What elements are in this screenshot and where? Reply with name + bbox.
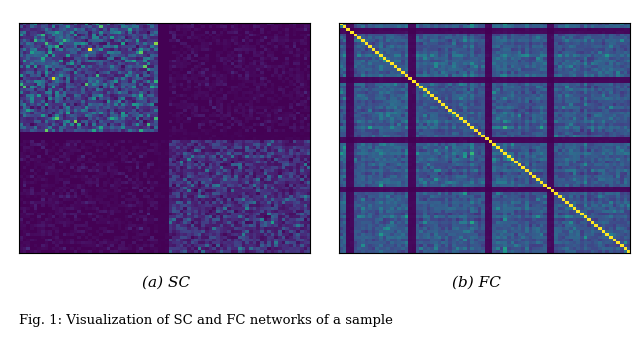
Text: Fig. 1: Visualization of SC and FC networks of a sample: Fig. 1: Visualization of SC and FC netwo…	[19, 314, 393, 328]
Text: (b) FC: (b) FC	[452, 276, 501, 290]
Text: (a) SC: (a) SC	[142, 276, 191, 290]
